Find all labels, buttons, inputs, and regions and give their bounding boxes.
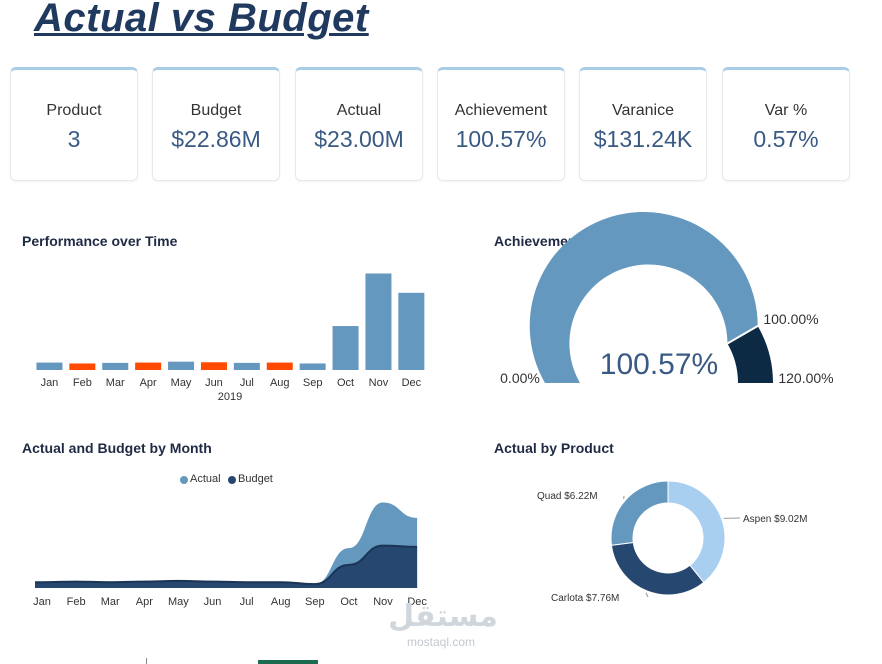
kpi-label: Var % — [764, 102, 808, 119]
kpi-label: Product — [46, 102, 102, 119]
legend-label-actual: Actual — [190, 473, 221, 485]
donut-slice-label: Carlota $7.76M — [551, 593, 619, 604]
kpi-label: Actual — [336, 102, 382, 119]
performance-bar[interactable] — [266, 362, 293, 370]
x-tick-label: Dec — [407, 596, 427, 608]
performance-bar[interactable] — [200, 362, 227, 370]
performance-bar[interactable] — [102, 362, 129, 370]
performance-bar[interactable] — [69, 363, 96, 370]
x-tick-label: Aug — [271, 596, 291, 608]
watermark-text: mostaql.com — [407, 635, 475, 649]
legend-dot-actual — [180, 476, 188, 484]
performance-bar[interactable] — [398, 292, 425, 370]
tab-indicator — [258, 660, 318, 664]
performance-bar[interactable] — [299, 363, 326, 370]
x-tick-label: Sep — [305, 596, 325, 608]
kpi-value: $131.24K — [593, 126, 693, 152]
page-title: Actual vs Budget — [34, 0, 369, 40]
x-tick-label: Jul — [240, 596, 254, 608]
gauge-max-label: 120.00% — [778, 370, 833, 386]
kpi-label: Varanice — [612, 102, 674, 119]
x-tick-label: Jun — [205, 377, 223, 389]
watermark-logo: مستقل — [388, 600, 498, 633]
legend-label-budget: Budget — [238, 473, 273, 485]
x-tick-label: Apr — [140, 377, 157, 389]
kpi-card-actual[interactable]: Actual $23.00M — [295, 67, 423, 181]
performance-bar[interactable] — [233, 362, 260, 370]
x-tick-label: Mar — [101, 596, 120, 608]
x-tick-label: Dec — [402, 377, 422, 389]
x-tick-label: Oct — [340, 596, 357, 608]
donut-slice[interactable] — [610, 541, 705, 596]
x-tick-label: Oct — [337, 377, 354, 389]
kpi-value: $22.86M — [171, 126, 261, 152]
performance-bar[interactable] — [36, 362, 63, 370]
performance-bar[interactable] — [365, 273, 392, 370]
gauge-target-label: 100.00% — [763, 311, 818, 327]
gauge-target-line — [726, 324, 760, 345]
performance-bar[interactable] — [135, 362, 162, 370]
gauge-remaining-arc — [727, 326, 773, 383]
x-axis-year-label: 2019 — [218, 391, 242, 403]
kpi-card-budget[interactable]: Budget $22.86M — [152, 67, 280, 181]
x-tick-label: Feb — [73, 377, 92, 389]
gauge-value-arc — [529, 211, 758, 383]
kpi-label: Budget — [190, 102, 242, 119]
section-title-performance: Performance over Time — [22, 233, 178, 249]
kpi-value: 0.57% — [753, 126, 819, 152]
x-tick-label: Mar — [106, 377, 125, 389]
x-tick-label: May — [168, 596, 189, 608]
donut-slice[interactable] — [610, 480, 669, 546]
kpi-value: $23.00M — [314, 126, 404, 152]
x-tick-label: Sep — [303, 377, 323, 389]
legend-dot-budget — [228, 476, 236, 484]
kpi-label: Achievement — [454, 102, 548, 119]
gauge-value-label: 100.57% — [600, 348, 718, 381]
x-tick-label: Jun — [204, 596, 222, 608]
kpi-card-achievement[interactable]: Achievement 100.57% — [437, 67, 565, 181]
x-tick-label: Apr — [136, 596, 153, 608]
kpi-card-product[interactable]: Product 3 — [10, 67, 138, 181]
x-tick-label: Jan — [33, 596, 51, 608]
performance-bar[interactable] — [332, 326, 359, 370]
x-tick-label: Jul — [240, 377, 254, 389]
section-title-by-product: Actual by Product — [494, 440, 614, 456]
kpi-value: 100.57% — [455, 126, 547, 152]
x-tick-label: Jan — [41, 377, 59, 389]
divider — [146, 658, 147, 664]
x-tick-label: Nov — [373, 596, 393, 608]
kpi-card-var-pct[interactable]: Var % 0.57% — [722, 67, 850, 181]
x-tick-label: Aug — [270, 377, 290, 389]
section-title-actual-budget: Actual and Budget by Month — [22, 440, 212, 456]
x-tick-label: May — [171, 377, 192, 389]
kpi-card-variance[interactable]: Varanice $131.24K — [579, 67, 707, 181]
donut-slice-label: Aspen $9.02M — [743, 514, 808, 525]
x-tick-label: Feb — [67, 596, 86, 608]
performance-bar[interactable] — [168, 361, 195, 370]
line-budget — [35, 544, 418, 586]
gauge-min-label: 0.00% — [500, 370, 540, 386]
donut-slice-label: Quad $6.22M — [537, 491, 598, 502]
kpi-value: 3 — [67, 126, 81, 152]
donut-slice[interactable] — [667, 480, 726, 584]
section-title-achievement: Achievement — [494, 233, 582, 249]
x-tick-label: Nov — [369, 377, 389, 389]
donut-leader-line — [645, 592, 649, 598]
